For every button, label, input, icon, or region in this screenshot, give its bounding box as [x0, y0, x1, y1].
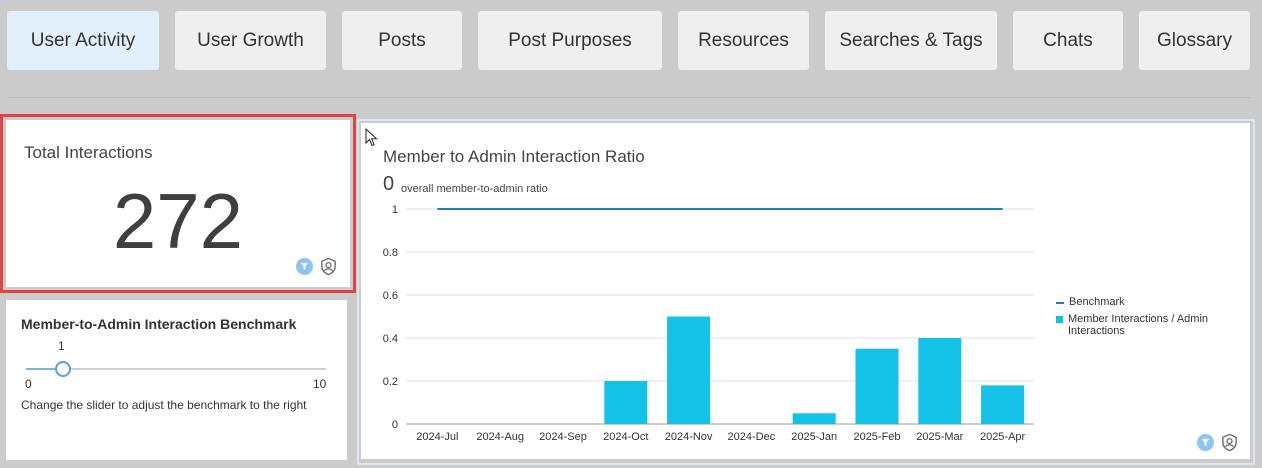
legend-swatch	[1056, 316, 1063, 323]
x-tick-label: 2024-Dec	[728, 431, 776, 443]
x-tick-label: 2024-Oct	[603, 431, 648, 443]
benchmark-help-text: Change the slider to adjust the benchmar…	[21, 398, 307, 412]
tab-label: Chats	[1043, 29, 1093, 51]
tabs-divider	[8, 97, 1250, 98]
bar-2024-Oct	[604, 381, 648, 424]
bar-2025-Apr	[981, 385, 1025, 424]
ratio-chart-card: Member to Admin Interaction Ratio 0 over…	[361, 123, 1250, 459]
benchmark-slider[interactable]	[26, 361, 326, 377]
slider-thumb[interactable]	[55, 361, 71, 377]
x-tick-label: 2025-Feb	[853, 431, 900, 443]
x-tick-label: 2025-Apr	[980, 431, 1026, 443]
legend-label: Member Interactions / Admin Interactions	[1068, 313, 1209, 337]
bar-2025-Feb	[855, 348, 899, 424]
tab-label: User Activity	[30, 29, 136, 51]
x-tick-label: 2024-Sep	[539, 431, 587, 443]
tab-label: Resources	[698, 29, 789, 51]
total-interactions-card: Total Interactions 272	[6, 120, 350, 287]
y-tick-label: 0.2	[383, 376, 398, 388]
kpi-value: 272	[112, 177, 244, 265]
tab-label: User Growth	[197, 29, 304, 51]
kpi-title: Total Interactions	[24, 143, 153, 162]
benchmark-card: Member-to-Admin Interaction Benchmark 1 …	[6, 300, 347, 460]
x-tick-label: 2025-Mar	[916, 431, 963, 443]
x-tick-label: 2024-Nov	[665, 431, 713, 443]
tab-label: Post Purposes	[508, 29, 632, 51]
slider-max-label: 10	[313, 377, 327, 391]
y-tick-label: 0.4	[383, 333, 398, 345]
tab-searches-tags[interactable]: Searches & Tags	[825, 11, 997, 70]
tab-user-activity[interactable]: User Activity	[7, 11, 159, 70]
y-tick-label: 1	[392, 204, 398, 216]
kpi-highlight-border	[0, 114, 356, 293]
mouse-cursor-icon	[365, 128, 378, 147]
tab-post-purposes[interactable]: Post Purposes	[478, 11, 662, 70]
filter-icon[interactable]	[296, 258, 313, 275]
shield-user-icon[interactable]	[1220, 433, 1239, 452]
y-tick-label: 0.8	[383, 247, 398, 259]
y-tick-label: 0	[392, 419, 398, 431]
legend-item-benchmark[interactable]: Benchmark	[1056, 296, 1246, 308]
x-tick-label: 2024-Jul	[416, 431, 458, 443]
tab-resources[interactable]: Resources	[678, 11, 809, 70]
tab-glossary[interactable]: Glossary	[1139, 11, 1250, 70]
tab-label: Posts	[378, 29, 426, 51]
legend-swatch	[1056, 302, 1064, 304]
slider-value-label: 1	[58, 339, 65, 353]
chart-card-icons	[1197, 433, 1239, 452]
bar-2025-Mar	[918, 338, 962, 424]
tab-posts[interactable]: Posts	[342, 11, 462, 70]
kpi-card-icons	[296, 257, 338, 276]
ratio-chart: 0 0.2 0.4 0.6 0.8 1 2024-Jul 2024-Aug 2024-Sep 20…	[383, 204, 1034, 443]
tab-user-growth[interactable]: User Growth	[175, 11, 326, 70]
x-tick-label: 2024-Aug	[476, 431, 524, 443]
tab-chats[interactable]: Chats	[1013, 11, 1123, 70]
chart-legend: Benchmark Member Interactions / Admin In…	[1056, 296, 1246, 342]
bar-2024-Nov	[667, 316, 711, 424]
x-tick-label: 2025-Jan	[791, 431, 837, 443]
filter-icon[interactable]	[1197, 434, 1214, 451]
slider-fill	[26, 368, 62, 370]
chart-subtitle-text: overall member-to-admin ratio	[401, 183, 548, 195]
chart-subtitle-value: 0	[383, 173, 395, 195]
legend-item-ratio[interactable]: Member Interactions / Admin Interactions	[1056, 313, 1246, 337]
chart-title: Member to Admin Interaction Ratio	[383, 147, 645, 166]
slider-min-label: 0	[25, 377, 32, 391]
tab-label: Searches & Tags	[839, 29, 983, 51]
y-tick-label: 0.6	[383, 290, 398, 302]
bar-2025-Jan	[792, 413, 836, 424]
shield-user-icon[interactable]	[319, 257, 338, 276]
benchmark-title: Member-to-Admin Interaction Benchmark	[21, 316, 297, 332]
legend-label: Benchmark	[1069, 296, 1125, 308]
tab-label: Glossary	[1157, 29, 1232, 51]
